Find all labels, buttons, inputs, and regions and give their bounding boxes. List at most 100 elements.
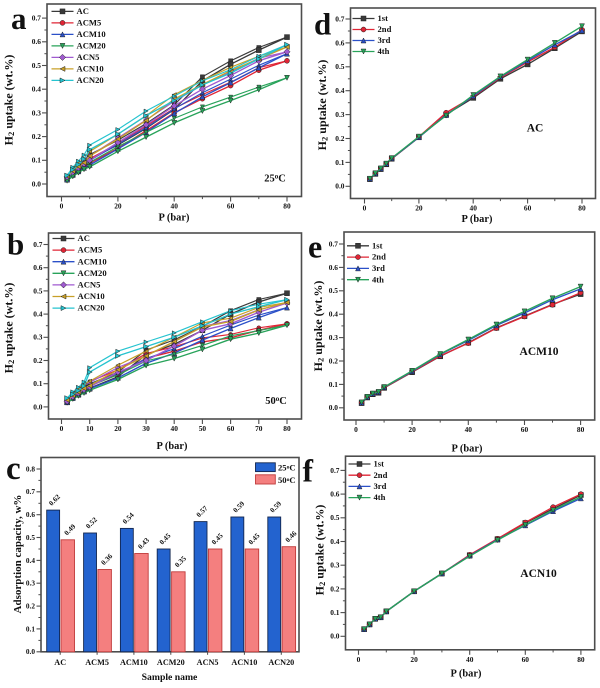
svg-text:0: 0 [60,424,64,433]
svg-text:0.3: 0.3 [335,110,345,119]
svg-text:0.5: 0.5 [329,286,339,295]
svg-text:50oC: 50oC [265,395,287,407]
svg-text:ACM20: ACM20 [157,658,185,667]
svg-text:2nd: 2nd [372,252,386,262]
svg-text:0.4: 0.4 [32,85,42,94]
svg-text:ACN5: ACN5 [77,52,100,62]
svg-text:4th: 4th [374,492,386,502]
svg-text:H2 uptake (wt.%): H2 uptake (wt.%) [313,505,328,596]
svg-text:60: 60 [227,202,235,211]
svg-text:4th: 4th [378,46,390,56]
svg-text:40: 40 [470,204,478,213]
svg-text:0.3: 0.3 [330,561,340,570]
svg-text:a: a [11,1,27,36]
svg-text:0.7: 0.7 [330,466,340,475]
svg-text:0.5: 0.5 [33,286,43,295]
svg-text:c: c [6,451,21,487]
svg-text:60: 60 [522,655,530,664]
svg-text:25oC: 25oC [278,463,296,473]
svg-text:20: 20 [410,655,418,664]
svg-text:0: 0 [354,425,358,434]
svg-text:AC: AC [77,6,89,16]
svg-text:0.0: 0.0 [335,182,345,191]
svg-text:0.0: 0.0 [26,647,35,656]
svg-text:50oC: 50oC [278,475,296,485]
svg-text:0.2: 0.2 [335,134,345,143]
svg-text:0.7: 0.7 [329,239,339,248]
svg-text:0.2: 0.2 [329,356,339,365]
svg-text:2nd: 2nd [374,470,388,480]
svg-text:ACM10: ACM10 [77,29,106,39]
svg-text:0: 0 [357,655,361,664]
svg-text:0.1: 0.1 [335,158,345,167]
svg-text:50: 50 [199,424,207,433]
svg-text:80: 80 [578,204,586,213]
svg-text:ACM5: ACM5 [77,18,102,28]
svg-text:H2 uptake (wt.%): H2 uptake (wt.%) [315,60,330,151]
svg-text:3rd: 3rd [372,263,385,273]
svg-text:P (bar): P (bar) [451,669,482,680]
svg-text:1st: 1st [372,240,383,250]
svg-text:20: 20 [114,202,122,211]
svg-text:ACM10: ACM10 [520,346,559,358]
svg-text:0.6: 0.6 [26,510,35,519]
svg-text:f: f [303,454,314,489]
svg-text:60: 60 [524,204,532,213]
svg-text:ACM5: ACM5 [78,245,103,255]
svg-text:30: 30 [142,424,150,433]
svg-text:ACM20: ACM20 [77,41,106,51]
svg-text:40: 40 [466,655,474,664]
svg-text:80: 80 [283,424,291,433]
svg-text:70: 70 [255,424,263,433]
svg-text:AC: AC [54,658,66,667]
svg-text:b: b [7,227,24,262]
svg-text:0.3: 0.3 [33,333,43,342]
svg-text:0.2: 0.2 [32,132,42,141]
svg-text:0.7: 0.7 [32,14,42,23]
svg-text:20: 20 [408,425,416,434]
svg-text:0.6: 0.6 [330,490,340,499]
svg-text:0.3: 0.3 [32,108,42,117]
svg-text:ACN10: ACN10 [78,291,105,301]
svg-text:0.4: 0.4 [26,556,35,565]
svg-text:0.2: 0.2 [330,584,340,593]
svg-text:ACN5: ACN5 [78,280,101,290]
svg-text:0.0: 0.0 [330,632,340,641]
svg-text:0.7: 0.7 [26,487,35,496]
svg-text:0: 0 [60,202,64,211]
svg-text:80: 80 [577,655,585,664]
svg-text:3rd: 3rd [378,35,391,45]
svg-text:0.5: 0.5 [32,61,42,70]
svg-text:0.4: 0.4 [33,310,43,319]
svg-text:P (bar): P (bar) [452,444,483,455]
svg-text:Adsorption capacity, w%: Adsorption capacity, w% [12,495,24,614]
svg-text:H2 uptake (wt.%): H2 uptake (wt.%) [2,55,17,146]
svg-text:P (bar): P (bar) [157,441,188,452]
svg-text:e: e [308,229,322,265]
svg-text:0.1: 0.1 [329,380,339,389]
svg-text:0.5: 0.5 [330,513,340,522]
svg-text:20: 20 [114,424,122,433]
svg-text:0.7: 0.7 [33,240,43,249]
svg-text:H2 uptake (wt.%): H2 uptake (wt.%) [2,283,17,374]
svg-text:0.0: 0.0 [33,402,43,411]
svg-text:ACN20: ACN20 [268,658,294,667]
svg-text:0.5: 0.5 [26,533,35,542]
svg-text:2nd: 2nd [378,24,392,34]
svg-text:ACN20: ACN20 [77,75,104,85]
svg-text:H2 uptake (wt.%): H2 uptake (wt.%) [311,281,326,372]
svg-text:ACN10: ACN10 [77,64,104,74]
svg-text:0.6: 0.6 [335,38,345,47]
svg-text:3rd: 3rd [374,481,387,491]
svg-text:0.0: 0.0 [329,403,339,412]
svg-text:AC: AC [527,123,544,135]
svg-text:0.6: 0.6 [329,263,339,272]
svg-text:0.6: 0.6 [33,263,43,272]
svg-text:40: 40 [465,425,473,434]
svg-text:P (bar): P (bar) [462,214,493,225]
svg-text:P (bar): P (bar) [159,213,190,224]
svg-text:80: 80 [283,202,291,211]
svg-text:Sample name: Sample name [142,672,198,683]
svg-text:0.3: 0.3 [329,333,339,342]
svg-text:0.1: 0.1 [33,379,43,388]
